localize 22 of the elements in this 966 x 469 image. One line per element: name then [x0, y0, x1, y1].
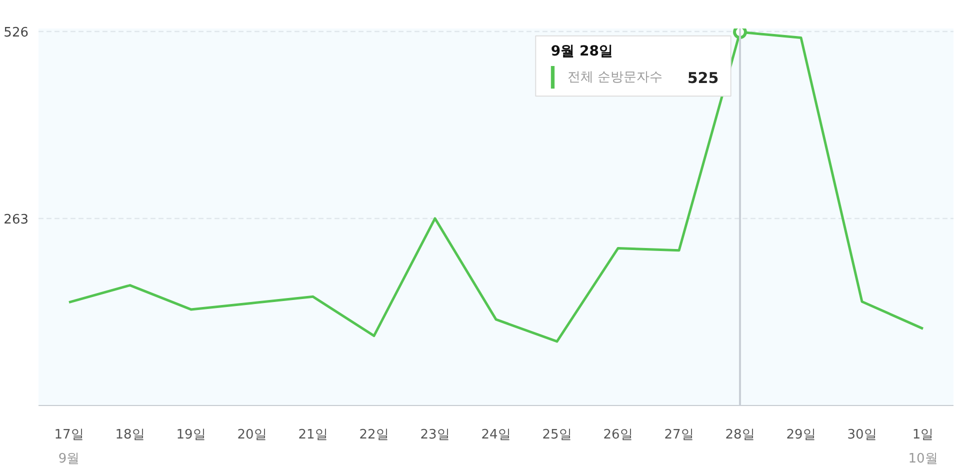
x-tick-label: 22일	[359, 428, 389, 442]
text: 10월	[908, 452, 938, 466]
legend-label: 전체 순방문자수	[567, 70, 663, 85]
x-tick-label: 24일	[481, 428, 511, 442]
x-tick-label: 30일	[847, 428, 877, 442]
x-tick-label: 28일	[725, 428, 755, 442]
x-tick-label: 23일	[420, 428, 450, 442]
y-tick-label: 526	[4, 25, 29, 40]
text: 9월	[58, 452, 80, 466]
x-tick-label: 21일	[298, 428, 328, 442]
annotation: 9월 28일	[550, 43, 614, 60]
data-label: 525	[687, 68, 719, 87]
x-tick-label: 27일	[664, 428, 694, 442]
x-tick-label: 20일	[237, 428, 267, 442]
x-tick-label: 17일	[54, 428, 84, 442]
x-tick-label: 18일	[115, 428, 145, 442]
x-tick-label: 19일	[176, 428, 206, 442]
x-tick-label: 1일	[912, 428, 934, 442]
x-tick-label: 26일	[603, 428, 633, 442]
x-tick-label: 29일	[786, 428, 816, 442]
x-tick-label: 25일	[542, 428, 572, 442]
y-tick-label: 263	[4, 212, 29, 228]
